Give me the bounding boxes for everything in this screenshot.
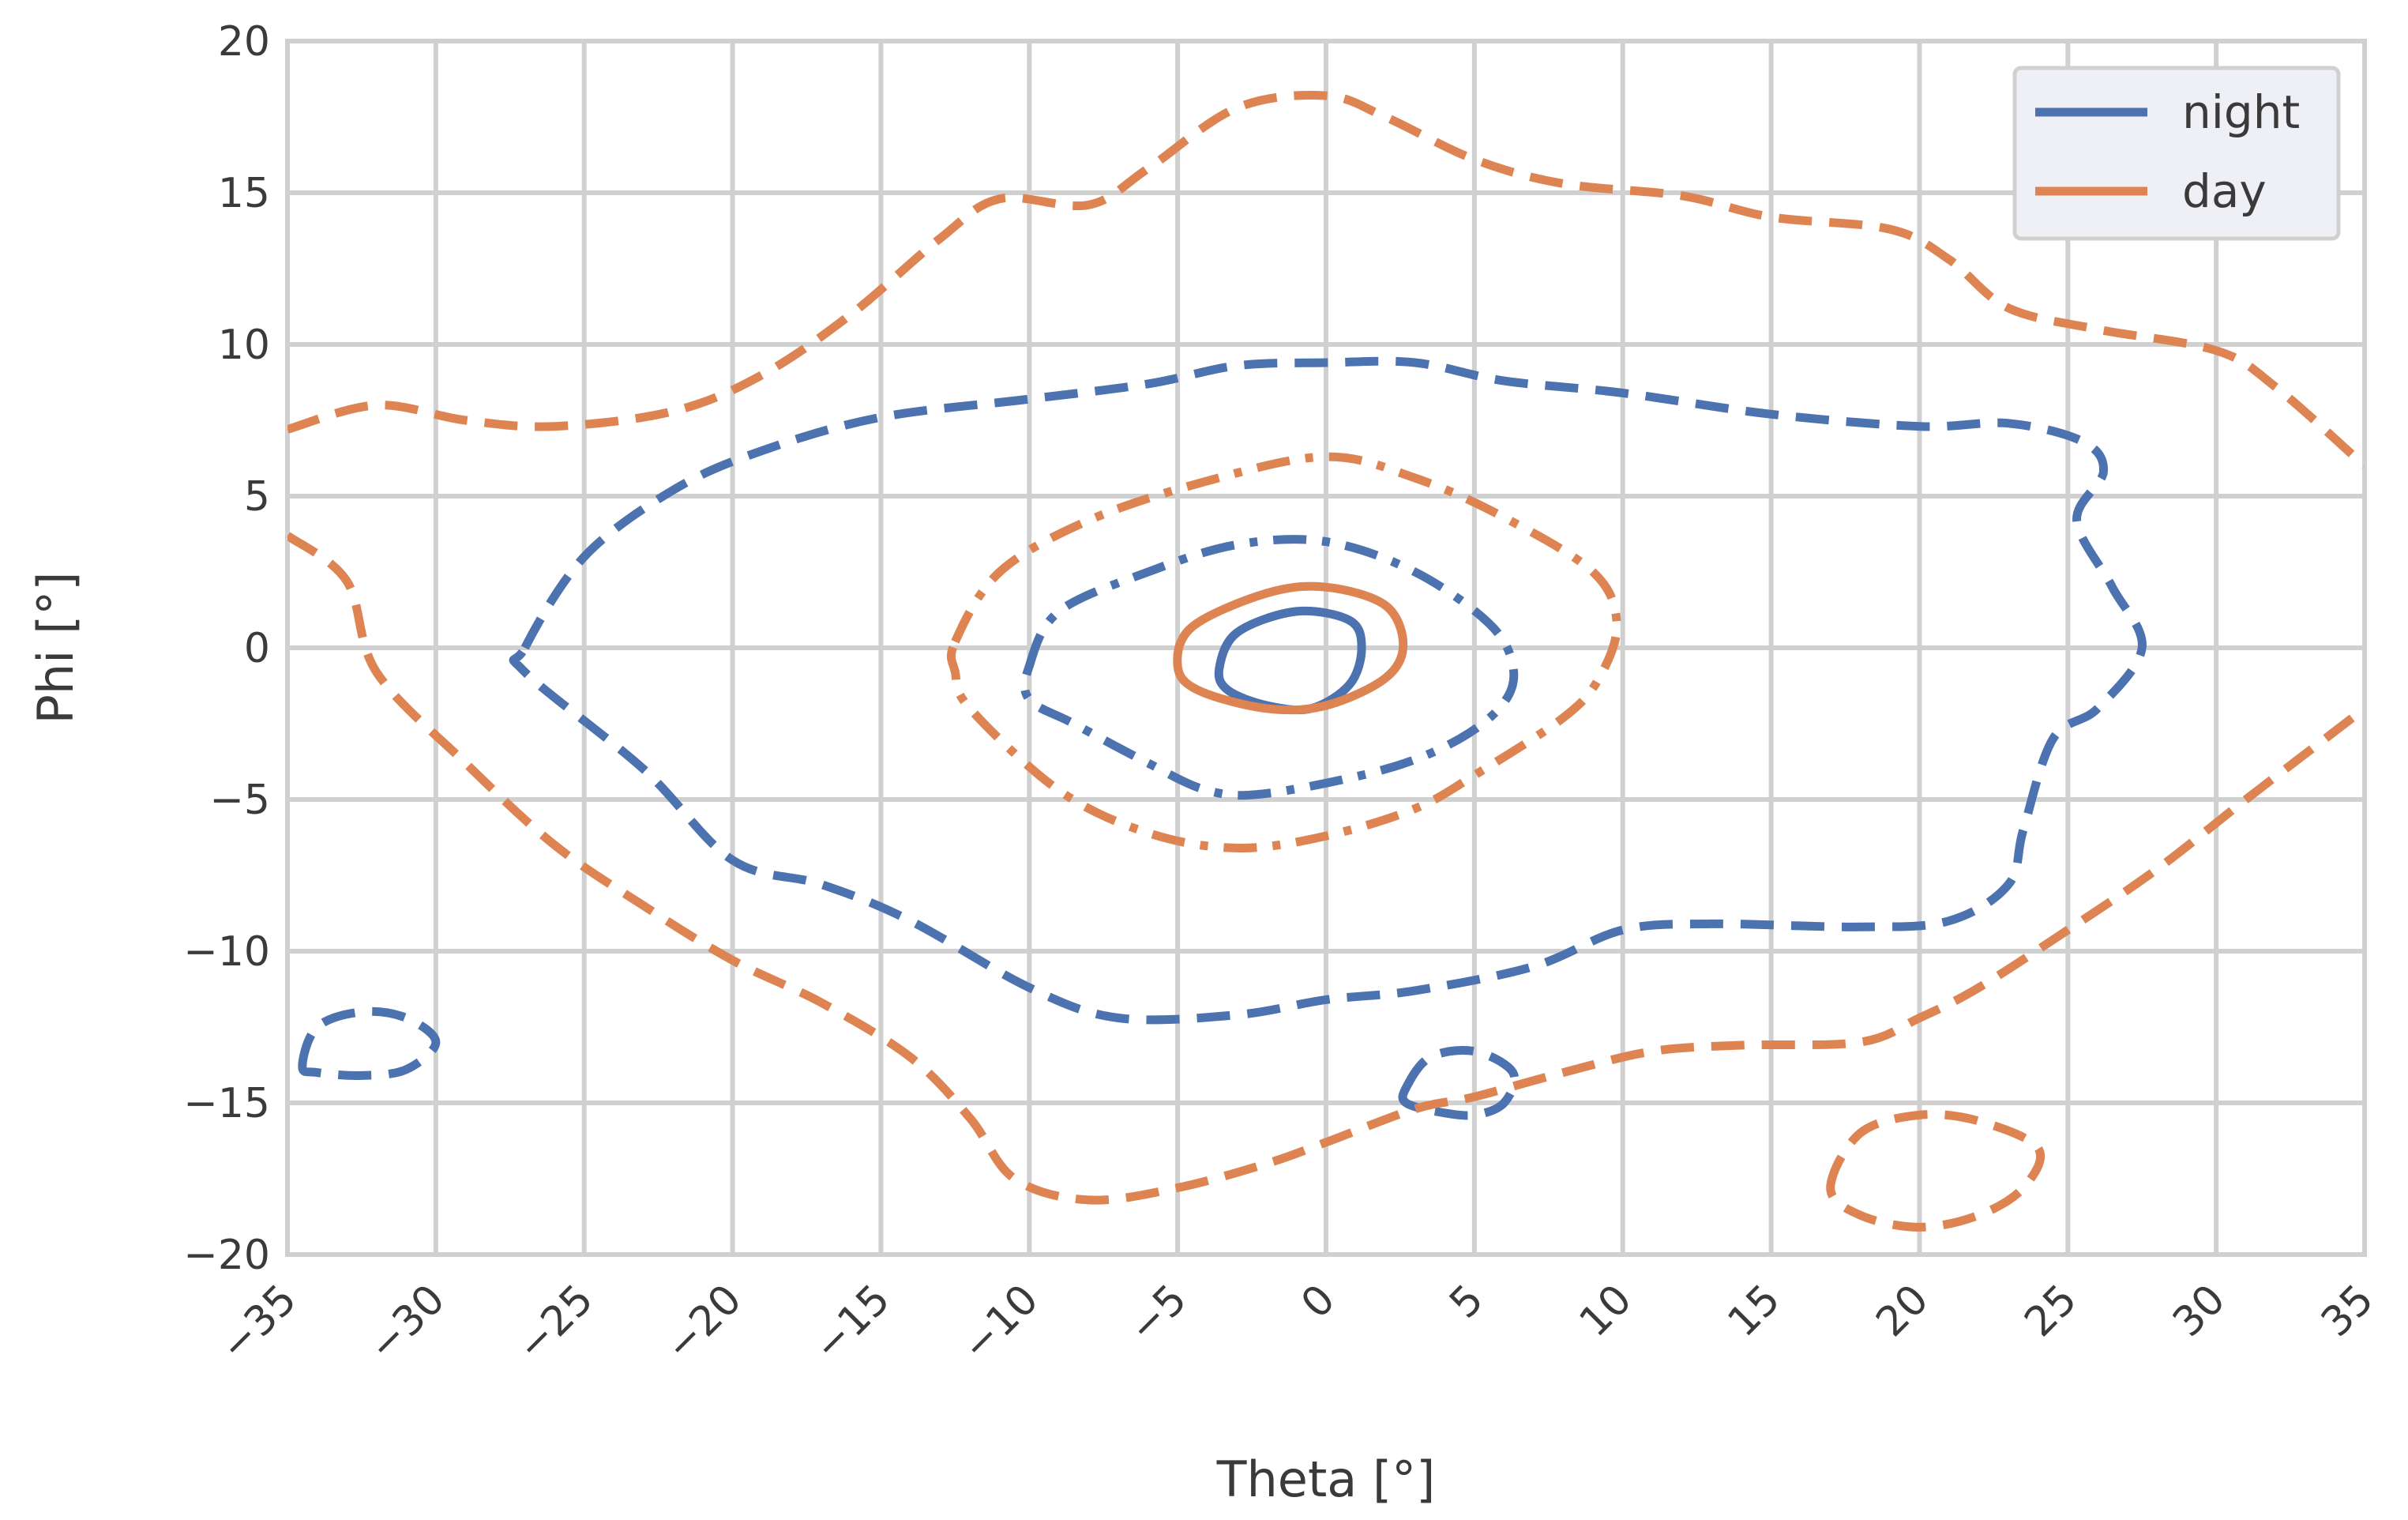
y-tick-label: 0 (244, 625, 270, 672)
legend: night day (2012, 66, 2341, 241)
legend-label-day: day (2182, 164, 2267, 218)
x-tick-label: 35 (2312, 1276, 2383, 1346)
contour-day-dashdot (946, 452, 1621, 852)
x-tick-label: −15 (805, 1276, 900, 1371)
legend-label-night: night (2182, 85, 2300, 139)
y-tick-label: −10 (183, 928, 270, 976)
x-tick-label: −5 (1120, 1276, 1196, 1353)
contour-day-dashed (1826, 1110, 2045, 1232)
x-tick-label: 30 (2164, 1276, 2234, 1346)
contour-day-solid (1173, 581, 1408, 715)
x-tick-label: 20 (1867, 1276, 1937, 1346)
y-axis-title: Phi [°] (27, 572, 85, 724)
y-tick-label: 10 (218, 322, 270, 369)
contours (287, 90, 2365, 1232)
x-tick-label: 10 (1571, 1276, 1641, 1346)
contour-day-dashed (287, 532, 2365, 1205)
x-tick-label: 25 (2015, 1276, 2086, 1346)
contour-night-dashed (298, 1006, 441, 1081)
y-tick-label: 15 (218, 170, 270, 217)
contour-night-dashed (1398, 1045, 1520, 1120)
y-tick-label: 20 (218, 18, 270, 66)
x-tick-label: 5 (1441, 1276, 1493, 1328)
x-tick-label: −30 (359, 1276, 454, 1371)
y-tick-label: −15 (183, 1080, 270, 1127)
y-tick-label: 5 (244, 473, 270, 521)
x-tick-label: 15 (1719, 1276, 1790, 1346)
contour-day-dashed (287, 90, 2365, 469)
x-tick-label: −35 (211, 1276, 306, 1371)
contour-night-dashdot (1020, 535, 1519, 800)
y-tick-label: −5 (209, 777, 270, 824)
contour-group (287, 90, 2365, 1232)
contour-night-solid (1214, 606, 1366, 715)
plot-frame (285, 39, 2367, 1257)
x-tick-label: −25 (508, 1276, 603, 1371)
x-tick-label: −20 (656, 1276, 751, 1371)
contour-night-dashed (509, 356, 2147, 1025)
x-tick-label: 0 (1292, 1276, 1344, 1328)
x-axis-title: Theta [°] (1216, 1450, 1436, 1508)
y-tick-label: −20 (183, 1232, 270, 1279)
x-tick-label: −10 (952, 1276, 1047, 1371)
